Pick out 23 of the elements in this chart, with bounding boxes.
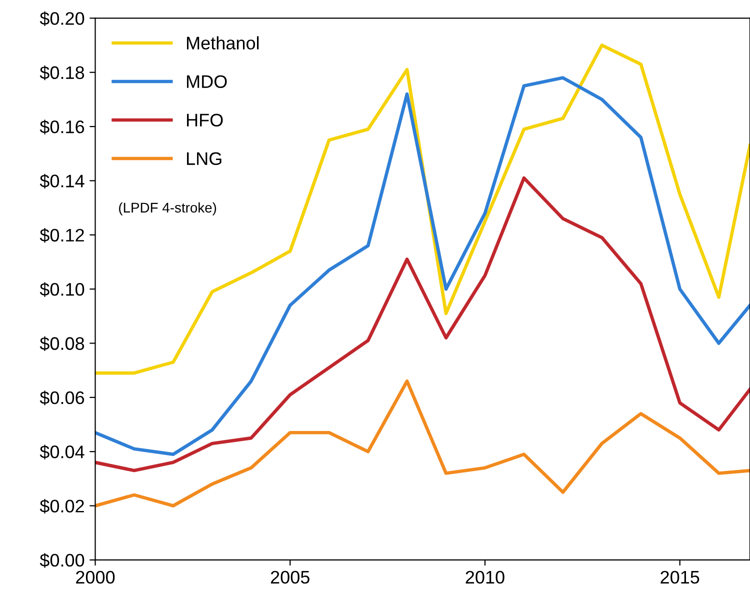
legend-label: LNG — [187, 152, 222, 165]
y-tick-label: $0.12 — [40, 228, 84, 243]
y-tick-label: $0.02 — [40, 498, 84, 514]
legend-label: MDO — [187, 75, 227, 88]
y-tick-label: $0.20 — [40, 11, 84, 26]
y-tick-label: $0.06 — [40, 390, 84, 406]
x-tick-label: 2010 — [466, 570, 504, 584]
y-tick-label: $0.16 — [40, 120, 84, 134]
line-series — [95, 379, 750, 508]
y-tick-label: $0.10 — [40, 282, 84, 297]
y-tick-label: $0.14 — [40, 174, 84, 189]
x-tick-label: 2015 — [660, 570, 700, 584]
y-tick-label: $0.08 — [40, 336, 84, 352]
y-tick-label: $0.00 — [40, 553, 84, 568]
y-tick-label: $0.18 — [40, 66, 84, 80]
x-tick-label: 2000 — [76, 570, 115, 584]
y-tick-label: $0.04 — [40, 444, 84, 460]
line-series — [95, 76, 750, 456]
x-tick-label: 2005 — [270, 570, 310, 584]
legend-label: HFO — [187, 114, 223, 126]
legend-label: Methanol — [187, 36, 259, 50]
annotation: (LPDF 4-stroke) — [119, 202, 216, 216]
line-series — [95, 176, 750, 472]
